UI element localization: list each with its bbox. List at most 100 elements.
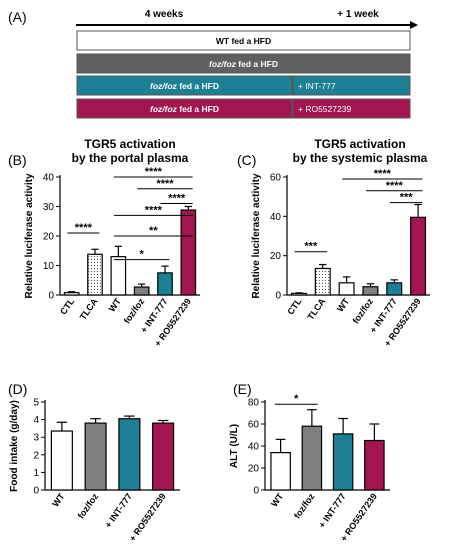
bar-6 (180, 209, 197, 296)
y-tick-label: 0 (48, 291, 54, 302)
y-tick-label: 10 (43, 261, 55, 272)
bar-1 (63, 292, 80, 296)
treatment-extra-box-4 (292, 98, 411, 119)
bar-2 (314, 267, 331, 296)
x-tick-label-4: foz/foz (122, 296, 147, 325)
bar-5 (386, 282, 403, 296)
panel-label: (E) (233, 381, 252, 397)
treatment-extra-label-3: + INT-777 (298, 81, 336, 91)
y-tick-label: 80 (248, 398, 260, 409)
chart-title-line-2: by the portal plasma (72, 151, 189, 165)
x-tick-label-2: foz/foz (292, 491, 317, 520)
y-tick-label: 40 (43, 173, 55, 184)
significance-label-3: **** (386, 180, 404, 192)
y-tick-label: 1 (33, 468, 39, 479)
x-tick-label-3: + INT-777 (317, 491, 348, 529)
treatment-bar-text-2: fed a HFD (236, 59, 278, 69)
bar-3 (110, 256, 127, 296)
x-tick-label-1: WT (50, 491, 67, 509)
treatment-bar-2 (76, 53, 411, 74)
y-tick-label: 20 (270, 251, 282, 262)
x-tick-label-3: + INT-777 (103, 491, 134, 529)
significance-label-2: * (140, 249, 145, 261)
x-tick-label-1: CTL (58, 296, 77, 316)
y-tick-label: 40 (248, 442, 260, 453)
treatment-bar-label-1: WT fed a HFD (216, 36, 271, 46)
y-tick-label: 60 (270, 173, 282, 184)
bar-5 (157, 272, 173, 296)
y-tick-label: 60 (248, 420, 260, 431)
significance-label-2: **** (374, 168, 392, 180)
y-tick-label: 5 (33, 398, 39, 409)
treatment-bar-text-1: WT fed a HFD (216, 36, 271, 46)
x-tick-label-2: foz/foz (76, 491, 101, 520)
y-tick-label: 3 (33, 433, 39, 444)
bar-3 (118, 418, 141, 491)
significance-label-7: **** (145, 166, 163, 178)
timeline-left-label: 4 weeks (145, 9, 184, 20)
y-tick-label: 20 (248, 464, 260, 475)
timeline-right-label: + 1 week (337, 9, 379, 20)
x-tick-label-2: TLCA (78, 296, 100, 322)
treatment-bar-italic-4: foz/foz (150, 104, 178, 114)
panel-label: (D) (8, 381, 27, 397)
y-tick-label: 2 (33, 450, 39, 461)
treatment-bar-label-4: foz/foz fed a HFD (150, 104, 219, 114)
chart-d: (D) 0 1 2 3 4 5 Food intake (g/day) WT foz/foz + I… (8, 381, 180, 543)
y-tick-label: 20 (43, 232, 55, 243)
treatment-bar-italic-2: foz/foz (209, 59, 237, 69)
significance-label-4: *** (400, 192, 414, 204)
y-tick-label: 40 (270, 212, 282, 223)
x-tick-label-4: + RO5527239 (127, 491, 167, 543)
bar-4 (364, 439, 385, 491)
panel-label: (B) (8, 152, 27, 168)
treatment-bar-label-2: foz/foz fed a HFD (209, 59, 278, 69)
treatment-bar-1 (76, 30, 411, 51)
y-tick-label: 0 (33, 486, 39, 497)
bar-2 (84, 422, 107, 491)
y-tick-label: 0 (275, 291, 281, 302)
treatment-bar-label-3: foz/foz fed a HFD (150, 81, 219, 91)
significance-label-5: **** (156, 178, 174, 190)
y-axis-label: Relative luciferase activity (251, 173, 262, 299)
panel-a-label: (A) (8, 9, 27, 25)
x-tick-label-1: CTL (285, 296, 304, 316)
significance-label-1: *** (304, 241, 318, 253)
bar-4 (152, 422, 175, 491)
treatment-extra-box-3 (292, 75, 411, 96)
significance-label-4: **** (145, 204, 163, 216)
panel-label: (C) (237, 152, 256, 168)
significance-label-3: ** (149, 225, 158, 237)
chart-title-line-2: by the systemic plasma (293, 151, 428, 165)
y-axis-label: ALT (U/L) (229, 424, 240, 468)
treatment-bar-text-3: fed a HFD (177, 81, 219, 91)
y-tick-label: 0 (253, 486, 259, 497)
treatment-extra-label-4: + RO5527239 (298, 104, 351, 114)
bar-4 (362, 286, 379, 296)
bar-1 (270, 452, 291, 491)
bar-2 (301, 425, 323, 491)
x-tick-label-1: WT (269, 491, 286, 509)
bar-1 (50, 430, 73, 491)
bar-4 (133, 286, 150, 296)
treatment-bar-4 (76, 98, 293, 119)
y-tick-label: 4 (33, 415, 39, 426)
treatment-bar-text-4: fed a HFD (177, 104, 219, 114)
chart-title-line-1: TGR5 activation (84, 137, 175, 151)
significance-label-1: * (294, 393, 299, 405)
x-tick-label-2: TLCA (305, 296, 327, 322)
y-axis-label: Food intake (g/day) (9, 400, 20, 492)
bar-6 (410, 216, 427, 296)
timeline-arrow-head (410, 21, 418, 29)
x-tick-label-3: WT (335, 296, 352, 314)
chart-title-line-1: TGR5 activation (314, 137, 405, 151)
panel-a: (A) 4 weeks + 1 week WT fed a HFD foz/foz… (8, 9, 418, 119)
y-tick-label: 30 (43, 202, 55, 213)
bar-2 (87, 253, 103, 296)
significance-label-1: **** (75, 222, 93, 234)
